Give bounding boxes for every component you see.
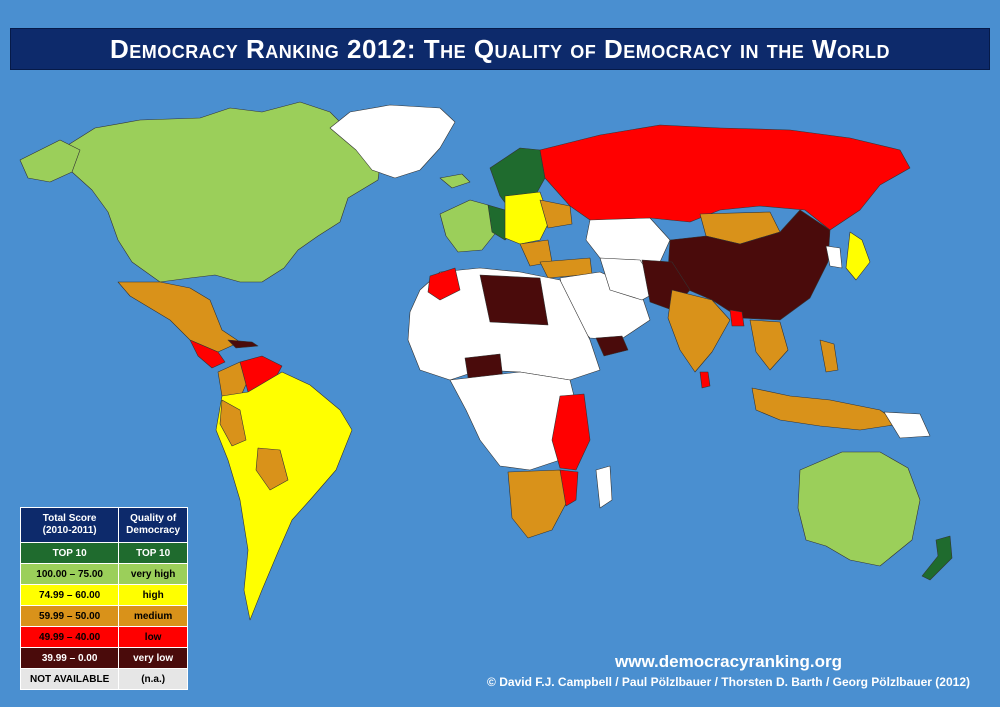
region-india	[667, 289, 731, 373]
legend-range: 39.99 – 0.00	[19, 647, 120, 669]
region-colombia	[217, 361, 249, 399]
region-central-america	[189, 339, 226, 369]
region-eastern-europe	[504, 191, 551, 245]
region-bangladesh	[729, 309, 745, 327]
legend-range: NOT AVAILABLE	[19, 668, 120, 690]
region-greenland	[329, 104, 456, 179]
region-yemen	[595, 335, 629, 357]
legend-quality: TOP 10	[118, 542, 188, 564]
legend-quality: medium	[118, 605, 188, 627]
legend-quality: very low	[118, 647, 188, 669]
legend-quality: high	[118, 584, 188, 606]
legend-header: Total Score (2010-2011) Quality of Democ…	[19, 507, 188, 543]
region-alaska	[19, 139, 81, 183]
region-sri-lanka	[699, 371, 711, 389]
author-credit: © David F.J. Campbell / Paul Pölzlbauer …	[487, 675, 970, 689]
legend-range: 59.99 – 50.00	[19, 605, 120, 627]
map-title: Democracy Ranking 2012: The Quality of D…	[10, 28, 990, 70]
region-south-america	[215, 371, 353, 621]
region-north-america	[59, 101, 383, 283]
legend-row: 39.99 – 0.00 very low	[19, 647, 188, 669]
region-iceland	[439, 173, 471, 189]
credits: www.democracyranking.org © David F.J. Ca…	[487, 652, 970, 689]
legend-header-score: Total Score (2010-2011)	[19, 507, 120, 543]
region-japan	[845, 231, 871, 281]
legend-table: Total Score (2010-2011) Quality of Democ…	[19, 507, 188, 690]
legend-quality: very high	[118, 563, 188, 585]
region-korea	[825, 245, 843, 269]
region-central-africa	[449, 371, 581, 471]
legend-header-score-label: Total Score	[42, 513, 97, 524]
region-australia	[797, 451, 921, 567]
region-indonesia	[751, 387, 901, 431]
legend-range: 74.99 – 60.00	[19, 584, 120, 606]
legend-row: 74.99 – 60.00 high	[19, 584, 188, 606]
region-southern-africa	[507, 469, 571, 539]
region-peru	[219, 399, 247, 447]
region-new-guinea	[883, 411, 931, 439]
legend-row: 59.99 – 50.00 medium	[19, 605, 188, 627]
region-mozambique	[559, 469, 579, 507]
legend-row: 49.99 – 40.00 low	[19, 626, 188, 648]
region-east-africa	[551, 393, 591, 471]
legend-row: TOP 10 TOP 10	[19, 542, 188, 564]
legend-range: TOP 10	[19, 542, 120, 564]
legend-header-quality: Quality of Democracy	[118, 507, 188, 543]
website-link[interactable]: www.democracyranking.org	[615, 652, 843, 671]
legend-header-quality-sub: Democracy	[126, 525, 181, 536]
region-morocco	[427, 267, 461, 301]
legend-header-quality-label: Quality of	[130, 513, 177, 524]
region-bolivia	[255, 447, 289, 491]
region-philippines	[819, 339, 839, 373]
legend-range: 100.00 – 75.00	[19, 563, 120, 585]
legend-row: NOT AVAILABLE (n.a.)	[19, 668, 188, 690]
region-ukraine	[539, 199, 573, 229]
region-madagascar	[595, 465, 613, 509]
region-libya	[479, 274, 549, 326]
region-western-europe	[439, 199, 499, 253]
legend-range: 49.99 – 40.00	[19, 626, 120, 648]
legend-row: 100.00 – 75.00 very high	[19, 563, 188, 585]
region-caribbean	[227, 339, 259, 349]
legend-quality: (n.a.)	[118, 668, 188, 690]
region-north-africa	[407, 267, 601, 381]
region-new-zealand	[921, 535, 953, 581]
region-southeast-asia	[749, 319, 789, 371]
legend-quality: low	[118, 626, 188, 648]
legend-header-score-sub: (2010-2011)	[42, 525, 97, 536]
region-mexico	[117, 281, 241, 353]
